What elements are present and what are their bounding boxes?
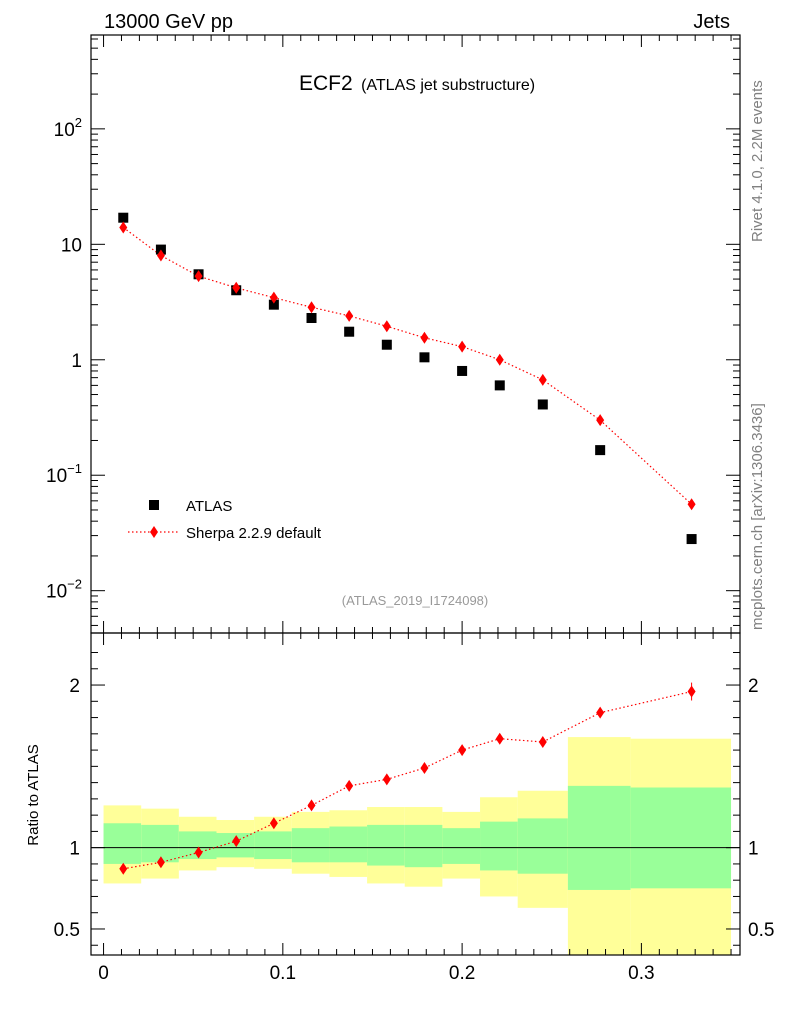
mc-data-point [382,320,391,333]
mc-data-point [232,281,241,294]
mc-ratio-point [382,773,391,786]
ratio-frame [90,632,741,956]
atlas-data-point [537,399,548,410]
y-tick-label-exponent: 2 [75,115,82,130]
ratio-band-inner-8 [404,824,443,868]
y-tick-label-base: 1 [71,351,82,372]
chart-title: ECF2 (ATLAS jet substructure) [299,72,535,95]
ratio-y-tick-label: 2 [69,676,80,697]
ratio-band-inner-0 [103,823,142,864]
atlas-data-point [268,299,279,310]
mc-ratio-point [596,706,605,719]
chart-title-sub: (ATLAS jet substructure) [361,77,535,94]
mc-data-point [119,221,128,234]
atlas-data-point [595,445,606,456]
atlas-data-point [494,380,505,391]
y-tick-label-base: 10 [61,235,82,256]
legend: ATLAS Sherpa 2.2.9 default [128,498,322,542]
ratio-band-inner-1 [141,824,179,863]
mc-main-line [122,226,693,505]
analysis-id: (ATLAS_2019_I1724098) [342,593,488,608]
mc-data-point [687,498,696,511]
atlas-data-point [457,365,468,376]
legend-sherpa-label: Sherpa 2.2.9 default [186,525,322,542]
x-tick-label: 0.2 [449,963,475,984]
atlas-data-point [686,534,697,545]
ratio-uncertainty-bands [103,737,732,955]
ratio-y-tick-label: 0.5 [54,920,80,941]
y-tick-label-base: 10 [46,582,67,603]
mc-ratio-point [345,779,354,792]
atlas-data-point [306,313,317,324]
y-tick-label-base: 10 [54,120,75,141]
x-tick-label: 0 [98,963,109,984]
atlas-data-point [118,212,129,223]
ratio-band-inner-5 [291,828,330,863]
atlas-data-point [344,326,355,337]
x-tick-label: 0.3 [628,963,654,984]
y-tick-label-exponent: −2 [67,577,82,592]
mc-ratio-point [307,799,316,812]
mc-data-point [458,340,467,353]
x-tick-label: 0.1 [270,963,296,984]
ratio-band-inner-6 [329,826,368,863]
mc-ratio-point [194,846,203,859]
legend-atlas-marker [149,500,159,510]
markers [118,212,697,875]
y-tick-label: 10 [61,235,82,256]
mc-data-point [596,414,605,427]
y-tick-label: 1 [71,351,82,372]
mc-data-point [156,249,165,262]
mc-line [122,226,693,870]
side-label-mcplots: mcplots.cern.ch [arXiv:1306.3436] [749,403,766,630]
ratio-band-inner-10 [480,821,518,871]
legend-atlas-label: ATLAS [186,498,232,515]
mc-ratio-point [687,685,696,698]
y-tick-label: 10−1 [46,461,82,487]
mc-data-point [495,353,504,366]
ratio-band-inner-12 [567,785,631,890]
ratio-y-tick-label-right: 1 [748,839,759,860]
atlas-data-point [381,339,392,350]
main-frame [90,34,741,634]
mc-ratio-point [495,732,504,745]
mc-ratio-point [269,817,278,830]
mc-ratio-point [420,761,429,774]
atlas-data-point [419,352,430,363]
ratio-y-tick-label: 1 [69,839,80,860]
ratio-band-inner-13 [630,787,732,889]
mc-ratio-point [232,835,241,848]
y-tick-label: 102 [54,115,82,141]
ratio-y-tick-label-right: 0.5 [748,920,774,941]
ratio-band-inner-9 [442,828,481,864]
mc-data-point [420,331,429,344]
mc-data-point [194,270,203,283]
chart-title-main: ECF2 [299,72,353,95]
mc-data-point [538,373,547,386]
ratio-band-inner-7 [367,824,405,866]
ratio-band-inner-4 [254,831,292,860]
header-right: Jets [693,11,730,33]
mc-data-point [345,309,354,322]
mc-ratio-point [538,735,547,748]
header-left: 13000 GeV pp [104,11,233,33]
y-tick-label-base: 10 [46,466,67,487]
ratio-y-tick-label-right: 2 [748,676,759,697]
side-label-rivet: Rivet 4.1.0, 2.2M events [749,80,766,242]
ratio-y-label: Ratio to ATLAS [25,744,42,845]
y-tick-label-exponent: −1 [67,461,82,476]
mc-ratio-point [119,862,128,875]
legend-sherpa-marker [150,526,158,538]
ratio-band-inner-11 [517,818,568,874]
mc-ratio-point [156,856,165,869]
mc-ratio-line [123,690,692,870]
y-tick-label: 10−2 [46,577,82,603]
mc-ratio-point [458,744,467,757]
mc-data-point [269,291,278,304]
mc-data-point [307,301,316,314]
